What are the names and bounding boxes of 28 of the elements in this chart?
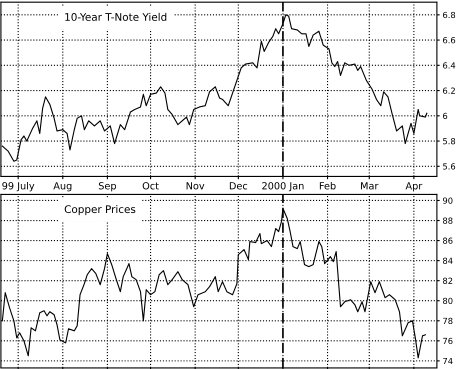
y-tick-label: 80 bbox=[443, 298, 452, 304]
y-tick-label: 76 bbox=[443, 338, 453, 344]
y-tick-label: 6.8 bbox=[443, 12, 456, 18]
y-tick-label: 6.4 bbox=[443, 62, 456, 69]
x-tick-label: Oct bbox=[142, 182, 159, 190]
text: 10-Year T-Note Yield bbox=[65, 12, 166, 21]
y-tick-label: 86 bbox=[443, 238, 453, 244]
x-tick-label: Aug bbox=[53, 182, 72, 192]
y-tick-label: 5.6 bbox=[443, 163, 456, 170]
text: Copper Prices bbox=[64, 205, 136, 216]
y-tick-label: 6.2 bbox=[443, 88, 455, 94]
y-tick-label: 84 bbox=[443, 258, 453, 264]
y-tick-label: 5.8 bbox=[443, 138, 456, 144]
x-tick-label: 99 July bbox=[2, 182, 34, 192]
y-tick-label: 82 bbox=[443, 278, 452, 284]
x-tick-label: Nov bbox=[186, 182, 204, 190]
x-tick-label: Feb bbox=[320, 182, 336, 190]
x-tick-label: 2000 Jan bbox=[262, 182, 304, 192]
x-tick-label: Apr bbox=[406, 182, 422, 192]
y-tick-label: 6 bbox=[443, 112, 448, 120]
y-tick-label: 74 bbox=[443, 358, 453, 364]
x-tick-label: Dec bbox=[230, 182, 248, 190]
x-tick-label: Sep bbox=[98, 182, 116, 192]
y-tick-label: 90 bbox=[442, 197, 452, 204]
y-tick-label: 78 bbox=[443, 318, 452, 324]
x-tick-label: Mar bbox=[361, 182, 378, 190]
y-tick-label: 6.6 bbox=[443, 37, 456, 44]
y-tick-label: 88 bbox=[443, 218, 452, 224]
